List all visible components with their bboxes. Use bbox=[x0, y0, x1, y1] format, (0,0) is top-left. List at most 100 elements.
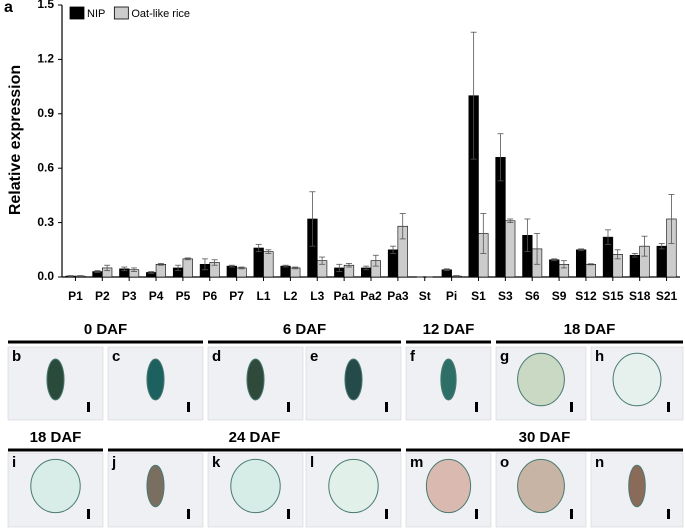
error-bar bbox=[507, 218, 514, 224]
error-bar bbox=[363, 265, 370, 271]
scale-bar bbox=[385, 509, 388, 519]
panel-letter: h bbox=[595, 348, 604, 365]
panel-letter: b bbox=[12, 348, 21, 365]
panel-letter: c bbox=[112, 348, 120, 365]
panel-header: 18 DAF bbox=[30, 429, 82, 446]
legend-label: NIP bbox=[87, 8, 105, 20]
scale-bar bbox=[287, 509, 290, 519]
error-bar bbox=[94, 270, 101, 273]
scale-bar bbox=[87, 509, 90, 519]
bar bbox=[290, 267, 301, 278]
bar bbox=[263, 251, 274, 278]
panel-letter: l bbox=[310, 454, 314, 471]
panel-letter: j bbox=[111, 454, 116, 471]
panel-header: 24 DAF bbox=[229, 429, 281, 446]
legend-swatch bbox=[69, 6, 85, 20]
error-bar bbox=[104, 264, 111, 272]
error-bar bbox=[668, 194, 675, 244]
x-tick-label: P6 bbox=[202, 289, 217, 303]
scale-bar bbox=[570, 402, 573, 412]
seed bbox=[344, 358, 363, 401]
x-tick-label: S18 bbox=[629, 289, 651, 303]
panel-letter: i bbox=[12, 454, 16, 471]
error-bar bbox=[184, 257, 191, 261]
error-bar bbox=[292, 266, 299, 270]
error-bar bbox=[631, 253, 638, 258]
y-tick-label: 0.3 bbox=[37, 215, 54, 229]
panel-header: 6 DAF bbox=[283, 321, 326, 338]
bar bbox=[629, 254, 640, 278]
error-bar bbox=[148, 271, 155, 274]
x-tick-label: L3 bbox=[310, 289, 324, 303]
x-tick-label: S1 bbox=[471, 289, 486, 303]
error-bar bbox=[587, 263, 594, 266]
x-tick-label: Pa2 bbox=[360, 289, 382, 303]
panel-header: 30 DAF bbox=[519, 429, 571, 446]
error-bar bbox=[641, 235, 648, 257]
error-bar bbox=[211, 259, 218, 266]
scale-bar bbox=[667, 509, 670, 519]
x-tick-label: P3 bbox=[122, 289, 137, 303]
error-bar bbox=[282, 264, 289, 268]
error-bar bbox=[121, 266, 128, 272]
error-bar bbox=[524, 218, 531, 253]
x-tick-label: P7 bbox=[229, 289, 244, 303]
x-tick-label: S15 bbox=[602, 289, 624, 303]
error-bar bbox=[157, 262, 164, 266]
y-tick-label: 0.6 bbox=[37, 160, 54, 174]
error-bar bbox=[175, 264, 182, 272]
scale-bar bbox=[287, 402, 290, 412]
bar bbox=[656, 245, 667, 278]
error-bar bbox=[309, 191, 316, 247]
bar bbox=[387, 249, 399, 278]
y-tick-label: 1.2 bbox=[37, 52, 54, 66]
panel-letter: d bbox=[212, 348, 221, 365]
seed bbox=[30, 458, 81, 514]
error-bar bbox=[319, 256, 326, 265]
y-tick-label: 1.5 bbox=[37, 0, 54, 11]
y-tick-label: 0.9 bbox=[37, 106, 54, 120]
scale-bar bbox=[187, 402, 190, 412]
error-bar bbox=[336, 263, 343, 272]
panel-letter: n bbox=[595, 454, 604, 471]
y-axis-title: Relative expression bbox=[7, 65, 24, 215]
x-tick-label: P4 bbox=[149, 289, 164, 303]
error-bar bbox=[453, 275, 460, 278]
x-tick-label: L2 bbox=[283, 289, 297, 303]
error-bar bbox=[265, 249, 272, 254]
x-tick-label: Pa3 bbox=[387, 289, 409, 303]
seed bbox=[517, 352, 565, 407]
error-bar bbox=[534, 233, 541, 265]
error-bar bbox=[470, 31, 477, 160]
error-bar bbox=[201, 258, 208, 271]
bar bbox=[182, 258, 193, 278]
x-tick-label: S21 bbox=[656, 289, 678, 303]
panel-letter: f bbox=[410, 348, 416, 365]
seed bbox=[146, 358, 165, 401]
y-tick-label: 0.0 bbox=[37, 269, 54, 283]
error-bar bbox=[658, 243, 665, 250]
bar bbox=[505, 220, 516, 278]
x-tick-label: S9 bbox=[552, 289, 567, 303]
x-tick-label: Pa1 bbox=[333, 289, 355, 303]
seed bbox=[440, 358, 457, 401]
bar bbox=[236, 267, 247, 278]
error-bar bbox=[255, 243, 262, 253]
bar bbox=[226, 265, 237, 278]
error-bar bbox=[238, 266, 245, 270]
seed bbox=[230, 458, 281, 514]
x-tick-label: P1 bbox=[68, 289, 83, 303]
legend-label: Oat-like rice bbox=[131, 8, 190, 20]
error-bar bbox=[345, 262, 352, 268]
error-bar bbox=[614, 249, 621, 260]
error-bar bbox=[228, 264, 235, 268]
error-bar bbox=[131, 267, 138, 272]
error-bar bbox=[497, 133, 504, 182]
error-bar bbox=[399, 213, 406, 240]
bar bbox=[155, 264, 167, 278]
seed bbox=[46, 358, 65, 401]
legend-swatch bbox=[113, 6, 129, 20]
x-tick-label: L1 bbox=[257, 289, 271, 303]
x-tick-label: St bbox=[419, 289, 431, 303]
